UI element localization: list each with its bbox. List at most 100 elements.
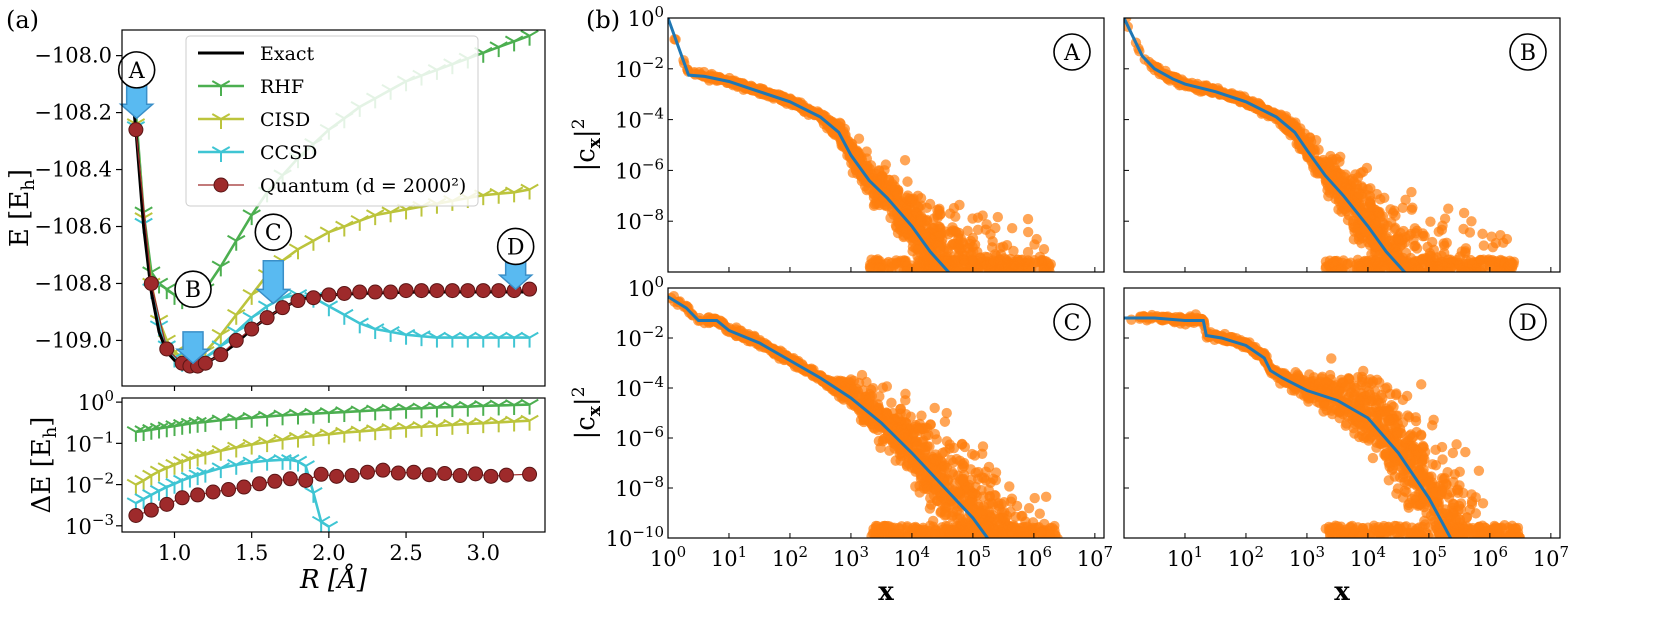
plot-area-A xyxy=(668,18,1056,272)
x-tick-label-base: 10 xyxy=(1016,547,1043,571)
x-tick-label: 104 xyxy=(894,543,930,571)
marker-rhf-arm xyxy=(420,402,431,410)
state-label-D-text: D xyxy=(507,235,525,260)
data-point xyxy=(959,441,971,453)
marker-rhf-arm xyxy=(467,400,478,408)
data-point xyxy=(900,395,911,406)
marker-ccsd-arm xyxy=(311,515,322,523)
y-tick-label-base: 10 xyxy=(65,515,92,539)
marker-cisd-arm xyxy=(436,420,447,427)
panel-label-b: (b) xyxy=(586,6,620,34)
state-label-A-circle xyxy=(117,51,156,89)
marker-cisd-arm xyxy=(189,453,200,460)
y-tick-label-exp: −2 xyxy=(642,54,664,72)
marker-cisd-arm xyxy=(359,214,369,222)
data-point xyxy=(910,441,922,452)
point-quantum xyxy=(244,321,260,337)
marker-cisd-arm xyxy=(420,420,431,428)
data-point xyxy=(929,402,940,414)
marker-cisd-arm xyxy=(297,243,308,251)
marker-cisd-arm xyxy=(211,444,222,452)
marker-rhf-arm xyxy=(149,422,160,430)
data-point xyxy=(977,491,989,502)
y-tick-label: 10−8 xyxy=(615,473,664,501)
marker-cisd-arm xyxy=(427,420,438,427)
marker-cisd-arm xyxy=(126,478,137,486)
y-axis-title-bottom: ΔE [Eh] xyxy=(27,417,61,514)
y-tick-label: 100 xyxy=(628,3,664,31)
data-point xyxy=(913,425,925,437)
plot-area-a-bottom xyxy=(126,398,539,532)
y-tick-label: 100 xyxy=(628,273,664,301)
marker-ccsd-arm xyxy=(412,330,422,338)
data-point xyxy=(1332,255,1343,266)
marker-rhf-arm xyxy=(335,406,345,413)
y-tick-label-base: 10 xyxy=(65,432,92,456)
data-point xyxy=(981,509,992,520)
marker-rhf-arm xyxy=(381,403,392,411)
data-point xyxy=(934,242,945,254)
marker-rhf-arm xyxy=(312,407,323,415)
point-quantum xyxy=(522,466,538,482)
marker-rhf-arm xyxy=(328,406,339,414)
y-tick-label-base: 10 xyxy=(615,210,642,234)
marker-ccsd-arm xyxy=(157,481,168,488)
point-quantum xyxy=(159,341,175,357)
y-tick-label-exp: −8 xyxy=(642,473,664,491)
marker-cisd-arm xyxy=(297,431,308,439)
marker-rhf-arm xyxy=(158,277,169,285)
marker-cisd-arm xyxy=(188,450,199,458)
marker-cisd-arm xyxy=(328,226,339,234)
state-label-B-text: B xyxy=(185,278,201,303)
data-point xyxy=(1352,191,1364,203)
point-quantum xyxy=(398,283,414,299)
data-point xyxy=(1326,353,1337,364)
data-point xyxy=(1397,202,1409,213)
data-point xyxy=(1408,234,1419,245)
marker-rhf-arm xyxy=(251,411,261,419)
marker-ccsd-arm xyxy=(251,311,261,319)
data-point xyxy=(965,464,976,475)
y-tick-label-base: 10 xyxy=(615,327,642,351)
data-point xyxy=(980,224,991,235)
y-tick-label: 10−10 xyxy=(606,523,664,551)
y-axis-title: E [Eh] xyxy=(5,169,39,247)
marker-ccsd-arm xyxy=(343,308,354,316)
point-quantum xyxy=(336,285,352,301)
data-point xyxy=(1416,379,1427,390)
data-point xyxy=(1458,223,1469,235)
subplot-label-A-text: A xyxy=(1063,41,1081,66)
x-tick-label: 103 xyxy=(833,543,869,571)
plot-area-C xyxy=(668,291,1063,538)
data-point xyxy=(1373,257,1384,268)
marker-rhf-arm xyxy=(165,420,175,427)
mean-curve-C xyxy=(668,295,990,538)
marker-cisd-arm xyxy=(412,420,422,428)
marker-cisd-arm xyxy=(520,414,531,422)
data-point xyxy=(1438,247,1450,259)
series-line-rhf xyxy=(135,403,530,434)
data-point xyxy=(968,246,979,258)
data-point xyxy=(922,266,933,272)
marker-rhf-arm xyxy=(297,408,308,416)
data-point xyxy=(1006,493,1018,504)
data-point xyxy=(980,466,992,477)
data-point xyxy=(1013,263,1024,272)
x-tick-label-base: 10 xyxy=(955,547,982,571)
y-tick-label: −109.0 xyxy=(34,328,112,352)
x-tick-label-base: 10 xyxy=(650,547,677,571)
data-point xyxy=(837,376,849,387)
marker-ccsd-arm xyxy=(242,456,253,464)
x-tick-label: 2.5 xyxy=(389,541,422,565)
subplot-label-A-circle xyxy=(1053,33,1091,71)
data-point xyxy=(1372,266,1383,272)
marker-cisd-arm xyxy=(343,220,354,228)
data-point xyxy=(1440,266,1451,272)
y-tick-label: 10−2 xyxy=(615,323,664,351)
point-quantum xyxy=(429,283,445,299)
point-quantum xyxy=(128,508,144,524)
data-point xyxy=(874,391,885,402)
data-point xyxy=(1460,266,1471,272)
data-point xyxy=(916,527,927,538)
data-point xyxy=(931,495,943,507)
